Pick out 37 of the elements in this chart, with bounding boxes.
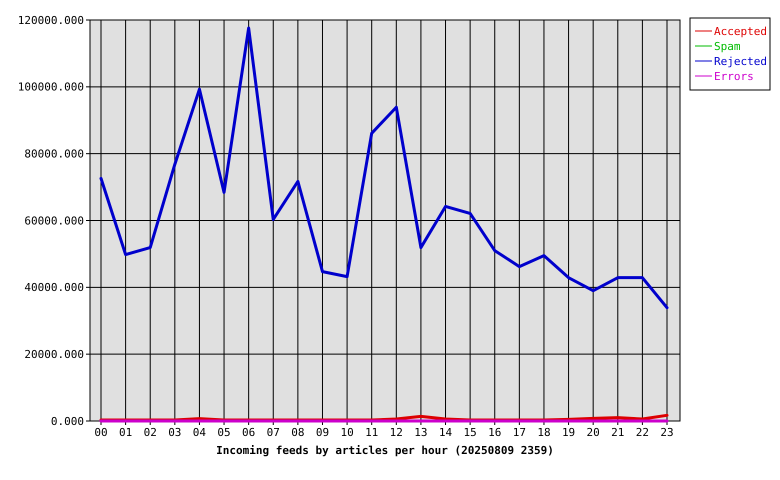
legend-label: Errors xyxy=(714,70,754,83)
x-tick-label: 14 xyxy=(438,426,453,439)
x-tick-label: 08 xyxy=(291,426,304,439)
line-series xyxy=(100,26,668,310)
x-tick-label: 21 xyxy=(611,426,624,439)
x-tick-label: 12 xyxy=(390,426,403,439)
y-tick-label: 60000.000 xyxy=(24,214,84,228)
x-tick-label: 07 xyxy=(266,426,280,439)
x-tick-label: 00 xyxy=(94,426,108,439)
y-tick-label: 0.000 xyxy=(50,414,84,428)
x-axis-title: Incoming feeds by articles per hour (20250809 2359) xyxy=(216,444,554,457)
legend-label: Spam xyxy=(714,40,741,53)
x-tick-label: 19 xyxy=(562,426,576,439)
x-tick-label: 18 xyxy=(537,426,551,439)
x-tick-label: 22 xyxy=(636,426,650,439)
x-tick-label: 04 xyxy=(192,426,206,439)
y-tick-label: 20000.000 xyxy=(24,348,84,362)
x-tick-label: 05 xyxy=(217,426,231,439)
y-tick-label: 100000.000 xyxy=(18,80,84,94)
x-tick-label: 15 xyxy=(464,426,477,439)
x-tick-label: 17 xyxy=(512,426,526,439)
x-tick-label: 16 xyxy=(488,426,502,439)
x-tick-label: 23 xyxy=(660,426,674,439)
x-tick-label: 01 xyxy=(118,426,132,439)
y-tick-label: 120000.000 xyxy=(18,14,84,27)
x-tick-label: 09 xyxy=(316,426,330,439)
x-tick-label: 02 xyxy=(144,426,157,439)
legend-label: Rejected xyxy=(714,54,767,68)
x-tick-label: 03 xyxy=(168,426,182,439)
x-tick-label: 06 xyxy=(242,426,256,439)
x-tick-label: 10 xyxy=(340,426,354,439)
y-tick-label: 80000.000 xyxy=(24,148,84,161)
y-tick-label: 40000.000 xyxy=(24,281,84,294)
x-tick-label: 13 xyxy=(414,426,428,439)
legend-label: Accepted xyxy=(714,24,767,38)
x-tick-label: 20 xyxy=(586,426,600,439)
x-tick-label: 11 xyxy=(365,426,378,439)
